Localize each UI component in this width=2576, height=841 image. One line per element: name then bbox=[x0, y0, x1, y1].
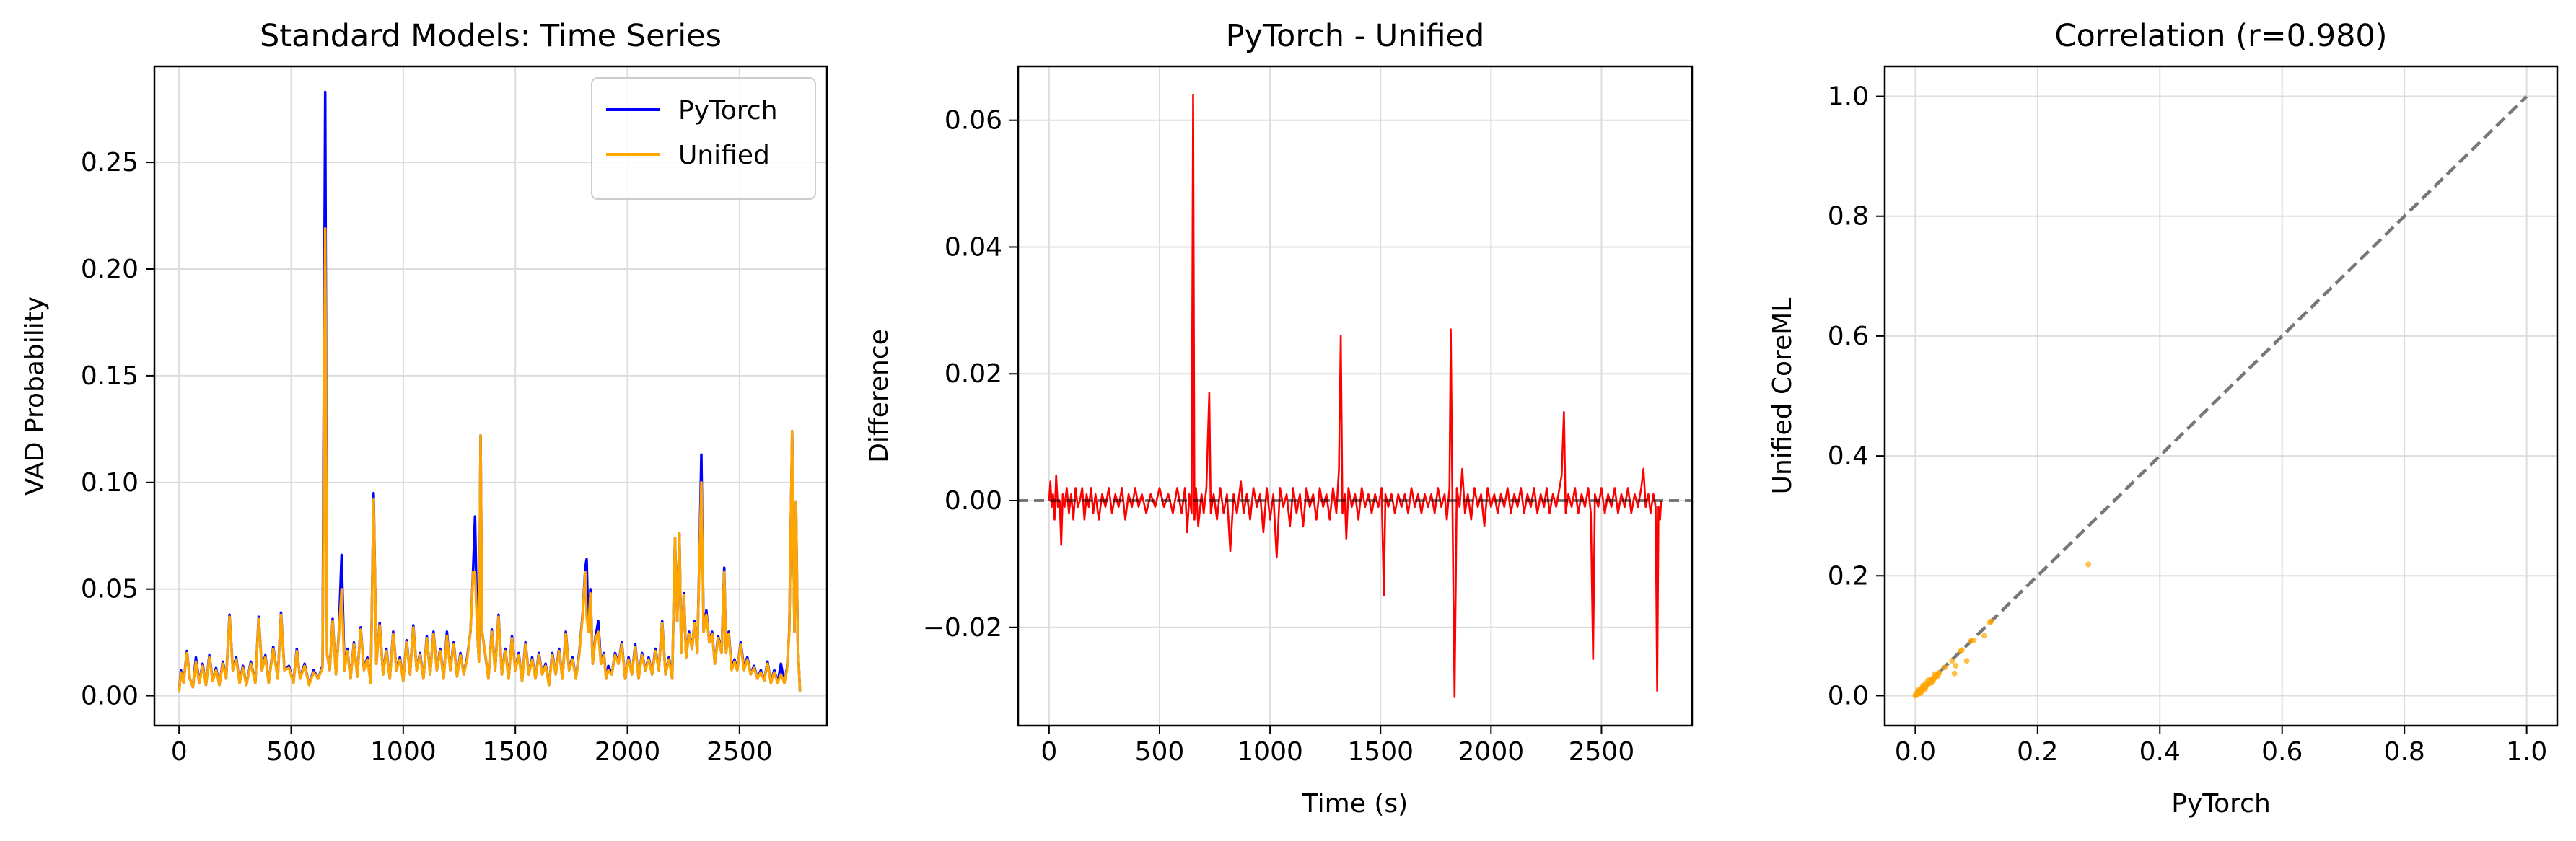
y-tick-label: 0.0 bbox=[1828, 681, 1869, 710]
y-tick-label: 0.02 bbox=[945, 359, 1002, 389]
x-tick-label: 500 bbox=[266, 737, 316, 767]
chart-title: Correlation (r=0.980) bbox=[2054, 18, 2387, 54]
y-tick-label: 0.6 bbox=[1828, 322, 1869, 351]
legend: PyTorch Unified bbox=[591, 77, 816, 200]
x-tick-label: 0 bbox=[1041, 737, 1057, 767]
x-tick-label: 2000 bbox=[595, 737, 661, 767]
grid bbox=[1018, 66, 1692, 726]
x-tick-label: 0.0 bbox=[1895, 737, 1936, 767]
scatter-point bbox=[1922, 681, 1928, 687]
y-tick-label: 0.8 bbox=[1828, 202, 1869, 232]
axes-frame bbox=[153, 65, 828, 727]
y-tick-label: 0.20 bbox=[81, 255, 139, 284]
axes-frame bbox=[1017, 65, 1694, 727]
y-tick-label: 0.4 bbox=[1828, 441, 1869, 471]
plot-area bbox=[1912, 94, 2528, 699]
x-tick-label: 0.4 bbox=[2139, 737, 2181, 767]
scatter-point bbox=[1934, 674, 1940, 680]
panel-difference: 0 500 1000 1500 2000 2500 −0.02 0.00 0.02 0.04 0.0… bbox=[864, 18, 1694, 819]
x-tick-label: 1000 bbox=[370, 737, 437, 767]
scatter-point bbox=[1963, 658, 1970, 664]
y-tick-label: 0.06 bbox=[945, 106, 1002, 136]
x-axis-label: PyTorch bbox=[2171, 789, 2271, 819]
scatter-point bbox=[1981, 633, 1988, 639]
scatter-point bbox=[1958, 647, 1965, 653]
x-tick-label: 1500 bbox=[1347, 737, 1414, 767]
panel-time-series: 0 500 1000 1500 2000 2500 0.00 0.05 0.10 0.15 0.20… bbox=[20, 18, 828, 767]
y-tick-label: 0.00 bbox=[81, 682, 139, 711]
x-tick-label: 0 bbox=[171, 737, 188, 767]
y-tick-label: 1.0 bbox=[1828, 82, 1869, 112]
plot-area bbox=[1018, 94, 1692, 698]
identity-line bbox=[1914, 94, 2528, 697]
scatter-point bbox=[1919, 688, 1925, 695]
x-tick-label: 0.2 bbox=[2017, 737, 2058, 767]
scatter-point bbox=[1942, 664, 1948, 671]
x-tick-label: 2000 bbox=[1458, 737, 1525, 767]
y-axis-label: Difference bbox=[864, 329, 894, 463]
y-axis-label: VAD Probability bbox=[20, 296, 50, 496]
scatter-point bbox=[1970, 638, 1976, 644]
x-tick-label: 0.6 bbox=[2261, 737, 2303, 767]
chart-title: PyTorch - Unified bbox=[1226, 18, 1485, 54]
legend-entry: PyTorch bbox=[678, 96, 778, 126]
y-axis-label: Unified CoreML bbox=[1768, 298, 1797, 495]
scatter-point bbox=[1929, 677, 1936, 684]
x-tick-label: 1500 bbox=[482, 737, 548, 767]
legend-entry: Unified bbox=[678, 141, 770, 170]
y-tick-label: 0.04 bbox=[945, 232, 1002, 262]
scatter-point bbox=[1988, 618, 1994, 625]
y-tick-label: 0.00 bbox=[945, 486, 1002, 516]
y-tick-label: 0.2 bbox=[1828, 561, 1869, 591]
y-tick-label: 0.10 bbox=[81, 468, 139, 498]
scatter-point bbox=[1949, 658, 1955, 664]
axes-frame bbox=[1883, 65, 2559, 727]
y-tick-label: 0.15 bbox=[81, 361, 139, 391]
scatter-point bbox=[1951, 670, 1958, 677]
x-tick-label: 0.8 bbox=[2384, 737, 2425, 767]
x-tick-label: 1.0 bbox=[2506, 737, 2547, 767]
x-tick-label: 2500 bbox=[1569, 737, 1635, 767]
difference-line bbox=[1048, 94, 1662, 698]
x-tick-label: 2500 bbox=[706, 737, 773, 767]
x-tick-label: 1000 bbox=[1237, 737, 1303, 767]
grid bbox=[1885, 66, 2557, 726]
y-tick-label: 0.25 bbox=[81, 148, 139, 177]
plot-area bbox=[178, 90, 802, 692]
x-axis-label: Time (s) bbox=[1302, 789, 1408, 819]
scatter-point bbox=[1953, 662, 1959, 669]
panel-correlation: 0.0 0.2 0.4 0.6 0.8 1.0 0.0 0.2 0.4 0.6 0.8 1.0 Corr… bbox=[1768, 18, 2559, 819]
y-tick-label: −0.02 bbox=[923, 613, 1002, 643]
chart-title: Standard Models: Time Series bbox=[260, 18, 722, 54]
y-tick-label: 0.05 bbox=[81, 575, 139, 604]
series-line-unified bbox=[178, 227, 802, 692]
x-tick-label: 500 bbox=[1135, 737, 1185, 767]
scatter-point bbox=[2085, 561, 2092, 568]
